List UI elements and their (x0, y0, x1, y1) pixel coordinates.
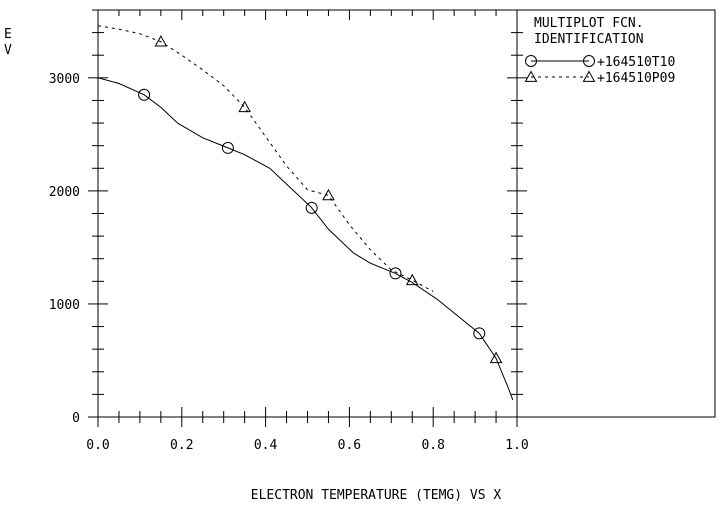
x-axis-label: ELECTRON TEMPERATURE (TEMG) VS X (251, 488, 502, 503)
triangle-marker (489, 351, 503, 364)
y-tick-label: 0 (72, 411, 80, 426)
series-line-1 (97, 77, 514, 401)
y-tick-label: 1000 (49, 298, 80, 313)
x-tick-label: 0.8 (421, 438, 444, 453)
plot-frame (97, 9, 518, 418)
circle-marker (221, 141, 234, 154)
axis-ticks (88, 9, 527, 427)
legend-series-label: +164510T10 (597, 55, 675, 70)
y-tick-labels: 0 1000 2000 3000 (49, 72, 80, 426)
circle-marker (525, 55, 537, 67)
y-axis-label-line2: V (4, 43, 12, 58)
y-tick-label: 2000 (49, 185, 80, 200)
triangle-marker (524, 70, 538, 82)
circle-marker (305, 201, 318, 214)
circle-marker (583, 55, 595, 67)
legend-title-line2: IDENTIFICATION (534, 32, 644, 47)
triangle-marker (322, 188, 335, 201)
circle-marker (389, 267, 402, 280)
series-line-2 (97, 25, 434, 292)
x-tick-label: 0.6 (338, 438, 361, 453)
circle-marker (473, 327, 486, 340)
x-tick-label: 1.0 (505, 438, 528, 453)
x-tick-labels: 0.0 0.2 0.4 0.6 0.8 1.0 (86, 438, 528, 453)
legend-title-line1: MULTIPLOT FCN. (534, 16, 644, 31)
x-tick-label: 0.4 (254, 438, 278, 453)
x-tick-label: 0.2 (170, 438, 193, 453)
triangle-marker (238, 100, 251, 113)
triangle-marker (582, 70, 596, 82)
legend-series-label: +164510P09 (597, 71, 675, 86)
y-axis-label-line1: E (4, 27, 12, 42)
y-tick-label: 3000 (49, 72, 80, 87)
x-tick-label: 0.0 (86, 438, 109, 453)
triangle-marker (405, 273, 419, 286)
triangle-marker (154, 35, 168, 47)
series-markers (138, 35, 503, 364)
circle-marker (138, 88, 151, 101)
series-lines (97, 25, 514, 401)
legend-entries: +164510T10+164510P09 (524, 55, 675, 86)
